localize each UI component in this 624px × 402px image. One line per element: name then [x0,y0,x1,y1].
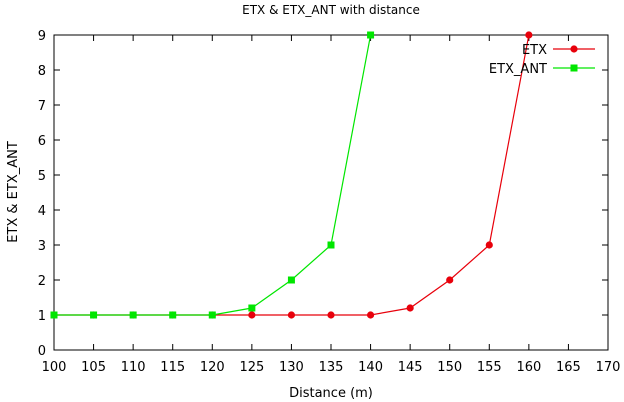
data-point-etx_ant [287,276,295,284]
x-tick-label: 105 [81,360,106,375]
y-tick-label: 8 [38,64,46,79]
data-point-etx_ant [327,241,335,249]
legend-label-etx: ETX [522,43,547,58]
x-tick-label: 130 [279,360,304,375]
y-tick-label: 9 [38,29,46,44]
x-tick-label: 115 [160,360,185,375]
x-tick-label: 165 [556,360,581,375]
data-point-etx [485,241,493,249]
data-point-etx [248,311,256,319]
legend-marker-etx_ant [570,64,578,72]
x-tick-label: 145 [398,360,423,375]
y-tick-label: 1 [38,309,46,324]
y-tick-label: 6 [38,134,46,149]
legend-label-etx_ant: ETX_ANT [489,62,547,77]
x-tick-label: 140 [358,360,383,375]
data-point-etx_ant [169,311,177,319]
data-point-etx [446,276,454,284]
x-tick-label: 100 [42,360,67,375]
data-point-etx_ant [248,304,256,312]
data-point-etx [525,31,533,39]
data-point-etx [366,311,375,319]
y-tick-label: 4 [38,204,46,219]
data-point-etx [406,304,414,312]
x-tick-label: 155 [477,360,502,375]
y-axis-label: ETX & ETX_ANT [6,141,21,243]
legend: ETX ETX_ANT [489,43,595,77]
plot-frame [53,34,609,351]
y-tick-label: 2 [38,274,46,289]
plot-area: 100 105 110 115 120 125 130 135 140 145 150 155 160 1… [38,29,621,375]
y-tick-label: 7 [38,99,46,114]
data-point-etx_ant [90,311,98,319]
series-line-etx_ant [54,34,372,316]
y-tick-label: 3 [38,239,46,254]
x-tick-label: 125 [239,360,264,375]
legend-marker-etx [570,45,578,53]
x-axis-label: Distance (m) [289,386,373,401]
data-point-etx_ant [50,311,58,319]
series-line-etx [54,34,530,316]
data-point-etx [287,311,296,319]
data-point-etx [327,311,335,319]
x-tick-label: 170 [596,360,621,375]
x-tick-label: 110 [121,360,146,375]
y-tick-label: 5 [38,169,46,184]
data-point-etx_ant [367,31,375,39]
data-point-etx_ant [129,311,137,319]
x-tick-label: 150 [437,360,462,375]
data-point-etx_ant [208,311,216,319]
x-tick-label: 160 [516,360,541,375]
x-tick-label: 120 [200,360,225,375]
x-tick-label: 135 [319,360,344,375]
y-tick-label: 0 [38,344,46,359]
chart-title: ETX & ETX_ANT with distance [242,3,420,17]
